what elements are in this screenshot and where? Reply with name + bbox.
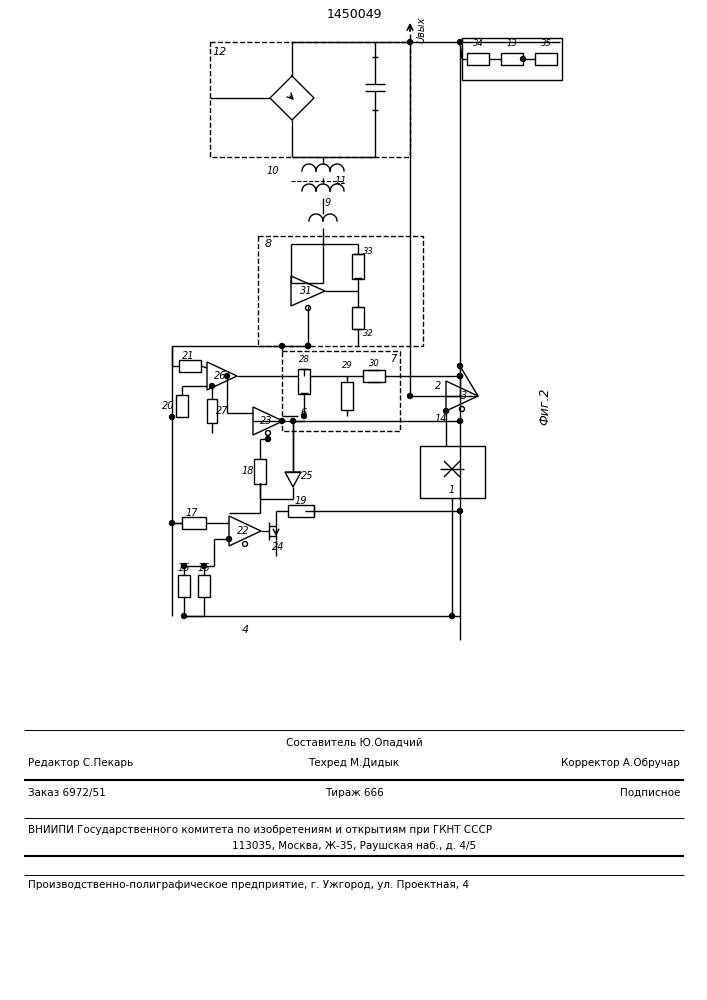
Text: 3: 3	[461, 391, 467, 401]
Text: 1: 1	[449, 485, 455, 495]
Bar	[198, 575, 210, 597]
Bar	[535, 53, 557, 65]
Text: 31: 31	[300, 286, 312, 296]
Text: 26: 26	[214, 371, 226, 381]
Text: 4: 4	[241, 625, 249, 635]
Circle shape	[457, 363, 462, 368]
Circle shape	[182, 564, 187, 568]
Text: 18: 18	[242, 466, 255, 476]
Circle shape	[291, 418, 296, 424]
Text: Производственно-полиграфическое предприятие, г. Ужгород, ул. Проектная, 4: Производственно-полиграфическое предприя…	[28, 880, 469, 890]
Text: 13: 13	[507, 38, 518, 47]
Text: 113035, Москва, Ж-35, Раушская наб., д. 4/5: 113035, Москва, Ж-35, Раушская наб., д. …	[232, 841, 476, 851]
Circle shape	[457, 373, 462, 378]
Circle shape	[457, 418, 462, 424]
Circle shape	[279, 344, 284, 349]
Text: 25: 25	[300, 471, 313, 481]
Text: 15: 15	[177, 563, 190, 573]
Text: Техред М.Дидык: Техред М.Дидык	[308, 758, 399, 768]
Text: 10: 10	[267, 166, 279, 176]
Bar	[176, 395, 188, 417]
Text: 11: 11	[334, 176, 347, 186]
Text: 16: 16	[198, 563, 210, 573]
Text: 29: 29	[341, 361, 352, 370]
Bar	[341, 382, 353, 410]
Circle shape	[457, 373, 462, 378]
Text: 17: 17	[186, 508, 198, 518]
Text: Редактор С.Пекарь: Редактор С.Пекарь	[28, 758, 133, 768]
Text: 33: 33	[363, 246, 373, 255]
Text: 21: 21	[182, 351, 194, 361]
Circle shape	[209, 383, 214, 388]
Text: 23: 23	[259, 416, 272, 426]
Text: Корректор А.Обручар: Корректор А.Обручар	[561, 758, 680, 768]
Circle shape	[305, 344, 310, 349]
Text: 8: 8	[264, 239, 271, 249]
Bar	[178, 575, 190, 597]
Text: Составитель Ю.Опадчий: Составитель Ю.Опадчий	[286, 738, 422, 748]
Bar	[258, 236, 423, 346]
Circle shape	[226, 536, 231, 542]
Circle shape	[450, 613, 455, 618]
Bar	[254, 458, 266, 484]
Circle shape	[443, 408, 448, 414]
Bar	[282, 351, 400, 431]
Text: 6: 6	[301, 408, 307, 418]
Bar	[352, 253, 364, 278]
Text: 19: 19	[295, 496, 308, 506]
Text: 14: 14	[435, 414, 448, 424]
Text: 30: 30	[368, 359, 380, 367]
Circle shape	[407, 393, 412, 398]
Text: Uвых: Uвых	[416, 17, 426, 43]
Text: 1450049: 1450049	[326, 8, 382, 21]
Bar	[288, 505, 314, 517]
Circle shape	[182, 613, 187, 618]
Circle shape	[457, 508, 462, 514]
Text: Тираж 666: Тираж 666	[325, 788, 383, 798]
Text: 28: 28	[298, 355, 310, 363]
Circle shape	[201, 564, 206, 568]
Text: Заказ 6972/51: Заказ 6972/51	[28, 788, 106, 798]
Text: 7: 7	[390, 354, 396, 364]
Circle shape	[170, 414, 175, 420]
Text: ВНИИПИ Государственного комитета по изобретениям и открытиям при ГКНТ СССР: ВНИИПИ Государственного комитета по изоб…	[28, 825, 492, 835]
Circle shape	[279, 418, 284, 424]
Text: 24: 24	[271, 542, 284, 552]
Circle shape	[305, 344, 310, 349]
Circle shape	[170, 520, 175, 526]
Bar	[182, 517, 206, 529]
Circle shape	[457, 39, 462, 44]
Bar	[207, 399, 217, 423]
Bar	[420, 446, 485, 498]
Text: 20: 20	[162, 401, 174, 411]
Text: Фиг.2: Фиг.2	[539, 387, 551, 425]
Bar	[210, 42, 410, 157]
Text: 2: 2	[435, 381, 441, 391]
Bar	[467, 53, 489, 65]
Circle shape	[520, 56, 525, 62]
Bar	[363, 370, 385, 382]
Text: 32: 32	[363, 328, 373, 338]
Circle shape	[301, 414, 307, 418]
Bar	[352, 307, 364, 329]
Text: 27: 27	[216, 406, 228, 416]
Circle shape	[266, 436, 271, 442]
Text: 9: 9	[325, 198, 331, 208]
Bar	[298, 368, 310, 393]
Text: 34: 34	[472, 38, 484, 47]
Text: 35: 35	[541, 38, 551, 47]
Text: Подписное: Подписное	[619, 788, 680, 798]
Circle shape	[407, 39, 412, 44]
Circle shape	[225, 373, 230, 378]
Bar	[462, 38, 562, 80]
Text: 12: 12	[213, 47, 227, 57]
Bar	[501, 53, 523, 65]
Text: 22: 22	[237, 526, 250, 536]
Bar	[179, 360, 201, 372]
